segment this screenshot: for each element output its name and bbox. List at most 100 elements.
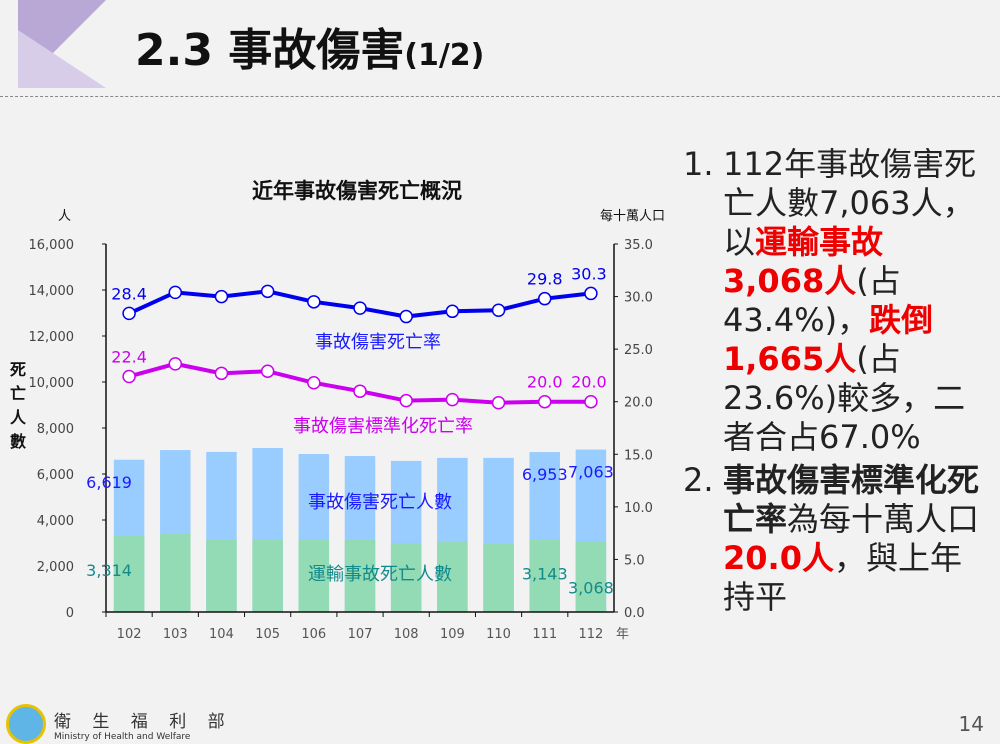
line-point bbox=[307, 376, 321, 390]
bar-運輸事故死亡人數 bbox=[298, 539, 330, 612]
note-segment: (占23.6%)較多，二者合占67.0% bbox=[723, 340, 966, 456]
left-tick-label: 12,000 bbox=[29, 330, 75, 345]
x-tick-label: 111 bbox=[532, 627, 557, 642]
page-title: 2.3 事故傷害(1/2) bbox=[135, 25, 485, 76]
ministry-seal-icon bbox=[6, 704, 46, 744]
divider bbox=[0, 96, 1000, 97]
line-point bbox=[214, 366, 229, 381]
line-point bbox=[214, 289, 229, 304]
right-tick-label: 15.0 bbox=[624, 448, 653, 463]
line-point bbox=[307, 295, 321, 309]
right-tick-label: 20.0 bbox=[624, 396, 653, 411]
line-point bbox=[353, 301, 367, 315]
left-tick-label: 6,000 bbox=[37, 468, 74, 483]
left-tick-label: 10,000 bbox=[29, 376, 75, 391]
x-tick-label: 104 bbox=[209, 627, 234, 642]
x-tick-label: 110 bbox=[486, 627, 511, 642]
ministry-logo: 衛 生 福 利 部 Ministry of Health and Welfare bbox=[6, 704, 233, 744]
right-tick-label: 10.0 bbox=[624, 501, 653, 516]
bar-運輸事故死亡人數 bbox=[160, 534, 191, 612]
right-tick-label: 35.0 bbox=[624, 238, 653, 253]
line-data-label: 20.0 bbox=[571, 373, 607, 392]
bar-運輸事故死亡人數 bbox=[437, 542, 468, 612]
line-point bbox=[584, 286, 598, 301]
right-tick-label: 5.0 bbox=[624, 553, 645, 568]
page-number: 14 bbox=[958, 712, 984, 736]
line-point bbox=[445, 392, 460, 407]
note-segment: 事故傷害標準化死亡率 bbox=[723, 461, 980, 538]
line-point bbox=[537, 394, 552, 409]
series-label: 事故傷害死亡人數 bbox=[308, 492, 452, 513]
line-point bbox=[445, 304, 460, 319]
note-segment: ，與上年持平 bbox=[723, 539, 962, 616]
bar-運輸事故死亡人數 bbox=[575, 541, 607, 612]
left-axis-unit: 人 bbox=[58, 209, 71, 224]
note-number: 2. bbox=[683, 461, 714, 499]
left-tick-label: 8,000 bbox=[37, 422, 74, 437]
note-item: 1. 112年事故傷害死亡人數7,063人，以運輸事故3,068人(占43.4%)… bbox=[683, 145, 983, 457]
chart-title: 近年事故傷害死亡概況 bbox=[252, 179, 462, 203]
line-point bbox=[353, 384, 367, 398]
x-tick-label: 103 bbox=[163, 627, 188, 642]
left-axis-label-char: 死 bbox=[10, 360, 26, 379]
series-label: 運輸事故死亡人數 bbox=[308, 564, 452, 585]
note-segment: 運輸事故3,068人 bbox=[723, 223, 884, 300]
org-name-zh: 衛 生 福 利 部 bbox=[54, 711, 233, 732]
bar-運輸事故死亡人數 bbox=[252, 539, 283, 612]
line-data-label: 28.4 bbox=[111, 284, 147, 303]
right-tick-label: 25.0 bbox=[624, 343, 653, 358]
bar-data-label: 3,314 bbox=[86, 561, 132, 580]
line-point bbox=[168, 357, 183, 371]
x-tick-label: 106 bbox=[301, 627, 326, 642]
bar-data-label: 3,143 bbox=[522, 565, 568, 584]
note-segment: 為每十萬人口 bbox=[787, 500, 980, 538]
bar-運輸事故死亡人數 bbox=[344, 540, 376, 612]
line-point bbox=[399, 309, 413, 324]
line-data-label: 20.0 bbox=[527, 373, 563, 392]
left-axis-label-char: 數 bbox=[10, 432, 26, 451]
line-point bbox=[584, 394, 598, 409]
bar-運輸事故死亡人數 bbox=[483, 543, 514, 612]
org-name-en: Ministry of Health and Welfare bbox=[54, 731, 191, 742]
x-tick-label: 112 bbox=[578, 627, 603, 642]
left-tick-label: 2,000 bbox=[37, 560, 74, 575]
corner-decoration-light bbox=[18, 30, 106, 88]
series-label: 事故傷害死亡率 bbox=[315, 332, 441, 353]
left-tick-label: 16,000 bbox=[29, 238, 75, 253]
note-text: 112年事故傷害死亡人數7,063人，以運輸事故3,068人(占43.4%)，跌… bbox=[723, 145, 983, 457]
bar-運輸事故死亡人數 bbox=[113, 535, 145, 612]
right-axis-unit: 每十萬人口 bbox=[600, 208, 665, 224]
series-label: 事故傷害標準化死亡率 bbox=[293, 416, 473, 437]
notes-list: 1. 112年事故傷害死亡人數7,063人，以運輸事故3,068人(占43.4%)… bbox=[683, 145, 983, 617]
note-text: 事故傷害標準化死亡率為每十萬人口20.0人，與上年持平 bbox=[723, 461, 983, 617]
line-point bbox=[260, 284, 275, 299]
line-point bbox=[537, 291, 552, 306]
note-segment: 112年事故傷害死亡人數7,063人，以 bbox=[723, 145, 977, 261]
line-point bbox=[168, 285, 183, 300]
note-segment: 20.0人 bbox=[723, 539, 834, 577]
left-tick-label: 14,000 bbox=[29, 284, 75, 299]
note-segment: (占43.4%)， bbox=[723, 262, 901, 339]
x-tick-label: 108 bbox=[394, 627, 419, 642]
x-tick-label: 107 bbox=[348, 627, 373, 642]
line-point bbox=[122, 306, 136, 321]
note-item: 2. 事故傷害標準化死亡率為每十萬人口20.0人，與上年持平 bbox=[683, 461, 983, 617]
x-tick-label: 109 bbox=[440, 627, 465, 642]
line-data-label: 29.8 bbox=[527, 270, 563, 289]
bar-data-label: 6,619 bbox=[86, 473, 132, 492]
x-tick-label: 105 bbox=[255, 627, 280, 642]
bar-運輸事故死亡人數 bbox=[529, 539, 560, 612]
right-tick-label: 0.0 bbox=[624, 606, 645, 621]
left-axis-label-char: 人 bbox=[10, 408, 27, 427]
line-point bbox=[491, 396, 506, 410]
bar-運輸事故死亡人數 bbox=[390, 543, 422, 612]
x-tick-label: 102 bbox=[117, 627, 142, 642]
left-axis-label-char: 亡 bbox=[10, 384, 26, 403]
note-number: 1. bbox=[683, 145, 714, 183]
line-data-label: 30.3 bbox=[571, 264, 607, 283]
bar-運輸事故死亡人數 bbox=[206, 540, 237, 612]
line-data-label: 22.4 bbox=[111, 347, 147, 366]
left-tick-label: 0 bbox=[66, 606, 74, 621]
right-tick-label: 30.0 bbox=[624, 291, 653, 306]
